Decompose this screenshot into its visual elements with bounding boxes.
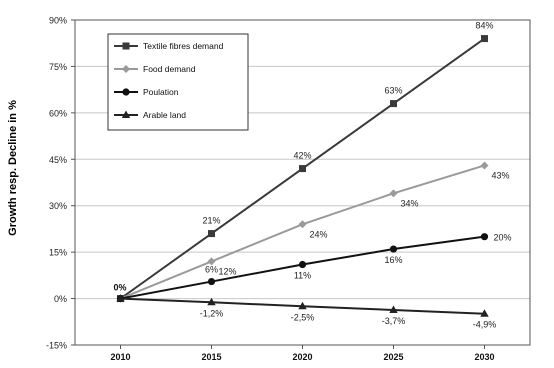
data-point-poulation xyxy=(480,233,489,241)
data-label-layer: 21% 42% 63% 84% 12% 24% 34% 43% 6% 11% 16% 20% -1,2%… xyxy=(114,21,512,330)
data-label-poulation: 16% xyxy=(384,255,402,265)
data-point-food-demand xyxy=(480,161,489,170)
data-label-arable-land: -4,9% xyxy=(473,320,497,330)
legend-label-textile-fibres-demand: Textile fibres demand xyxy=(143,41,224,51)
data-label-poulation: 20% xyxy=(493,233,511,243)
legend-label-poulation: Poulation xyxy=(143,87,179,97)
data-label-food-demand: 34% xyxy=(400,198,418,208)
x-tick-label: 2015 xyxy=(201,352,221,362)
data-label-poulation: 11% xyxy=(294,271,311,281)
legend-label-food-demand: Food demand xyxy=(143,64,196,74)
axis-layer: -15% 0% 15% 30% 45% 60% 75% 90% 2010 2015 2020 2025… xyxy=(46,16,531,362)
y-tick-label: 45% xyxy=(49,155,67,165)
data-point-food-demand xyxy=(298,220,307,229)
data-label-textile-fibres-demand: 84% xyxy=(475,21,493,31)
legend-label-arable-land: Arable land xyxy=(143,110,186,120)
data-label-textile-fibres-demand: 42% xyxy=(293,151,311,161)
y-tick-label: 90% xyxy=(49,16,67,26)
x-tick-label: 2025 xyxy=(383,352,403,362)
data-label-textile-fibres-demand: 63% xyxy=(384,86,402,96)
data-point-textile-fibres-demand xyxy=(481,35,488,43)
data-point-food-demand xyxy=(207,257,216,266)
data-point-textile-fibres-demand xyxy=(299,165,306,173)
legend-marker-food-demand xyxy=(122,65,130,73)
data-label-poulation: 6% xyxy=(205,265,218,275)
data-point-arable-land xyxy=(480,309,489,317)
y-tick-label: 30% xyxy=(49,201,67,211)
y-tick-label: 0% xyxy=(54,294,67,304)
data-label-arable-land: -3,7% xyxy=(382,316,406,326)
origin-label: 0% xyxy=(114,283,127,293)
x-tick-label: 2030 xyxy=(474,352,494,362)
data-point-poulation xyxy=(389,245,398,253)
y-tick-label: 60% xyxy=(49,108,67,118)
legend-marker-poulation xyxy=(122,88,130,96)
data-point-poulation xyxy=(298,260,307,269)
data-point-arable-land xyxy=(116,294,125,302)
data-point-poulation xyxy=(207,277,216,286)
y-tick-label: -15% xyxy=(46,341,67,351)
data-label-food-demand: 43% xyxy=(491,170,509,180)
data-label-food-demand: 24% xyxy=(309,229,327,239)
data-point-arable-land xyxy=(298,301,307,310)
data-label-food-demand: 12% xyxy=(218,266,236,276)
y-axis-label: Growth resp. Decline in % xyxy=(7,100,19,236)
legend-marker-textile-fibres-demand xyxy=(122,42,130,50)
data-point-food-demand xyxy=(389,189,398,198)
x-tick-label: 2010 xyxy=(110,352,130,362)
legend-marker-arable-land xyxy=(121,110,131,118)
data-label-textile-fibres-demand: 21% xyxy=(202,216,220,226)
data-point-textile-fibres-demand xyxy=(208,230,215,238)
data-point-textile-fibres-demand xyxy=(390,100,397,108)
data-label-arable-land: -2,5% xyxy=(291,312,315,322)
data-point-arable-land xyxy=(389,305,398,314)
data-label-arable-land: -1,2% xyxy=(200,308,224,318)
y-tick-label: 75% xyxy=(49,62,67,72)
data-point-arable-land xyxy=(207,297,216,306)
series-layer xyxy=(116,35,489,317)
legend: Textile fibres demand Food demand Poulatio… xyxy=(107,33,249,131)
y-tick-label: 15% xyxy=(49,248,67,258)
x-tick-label: 2020 xyxy=(292,352,312,362)
